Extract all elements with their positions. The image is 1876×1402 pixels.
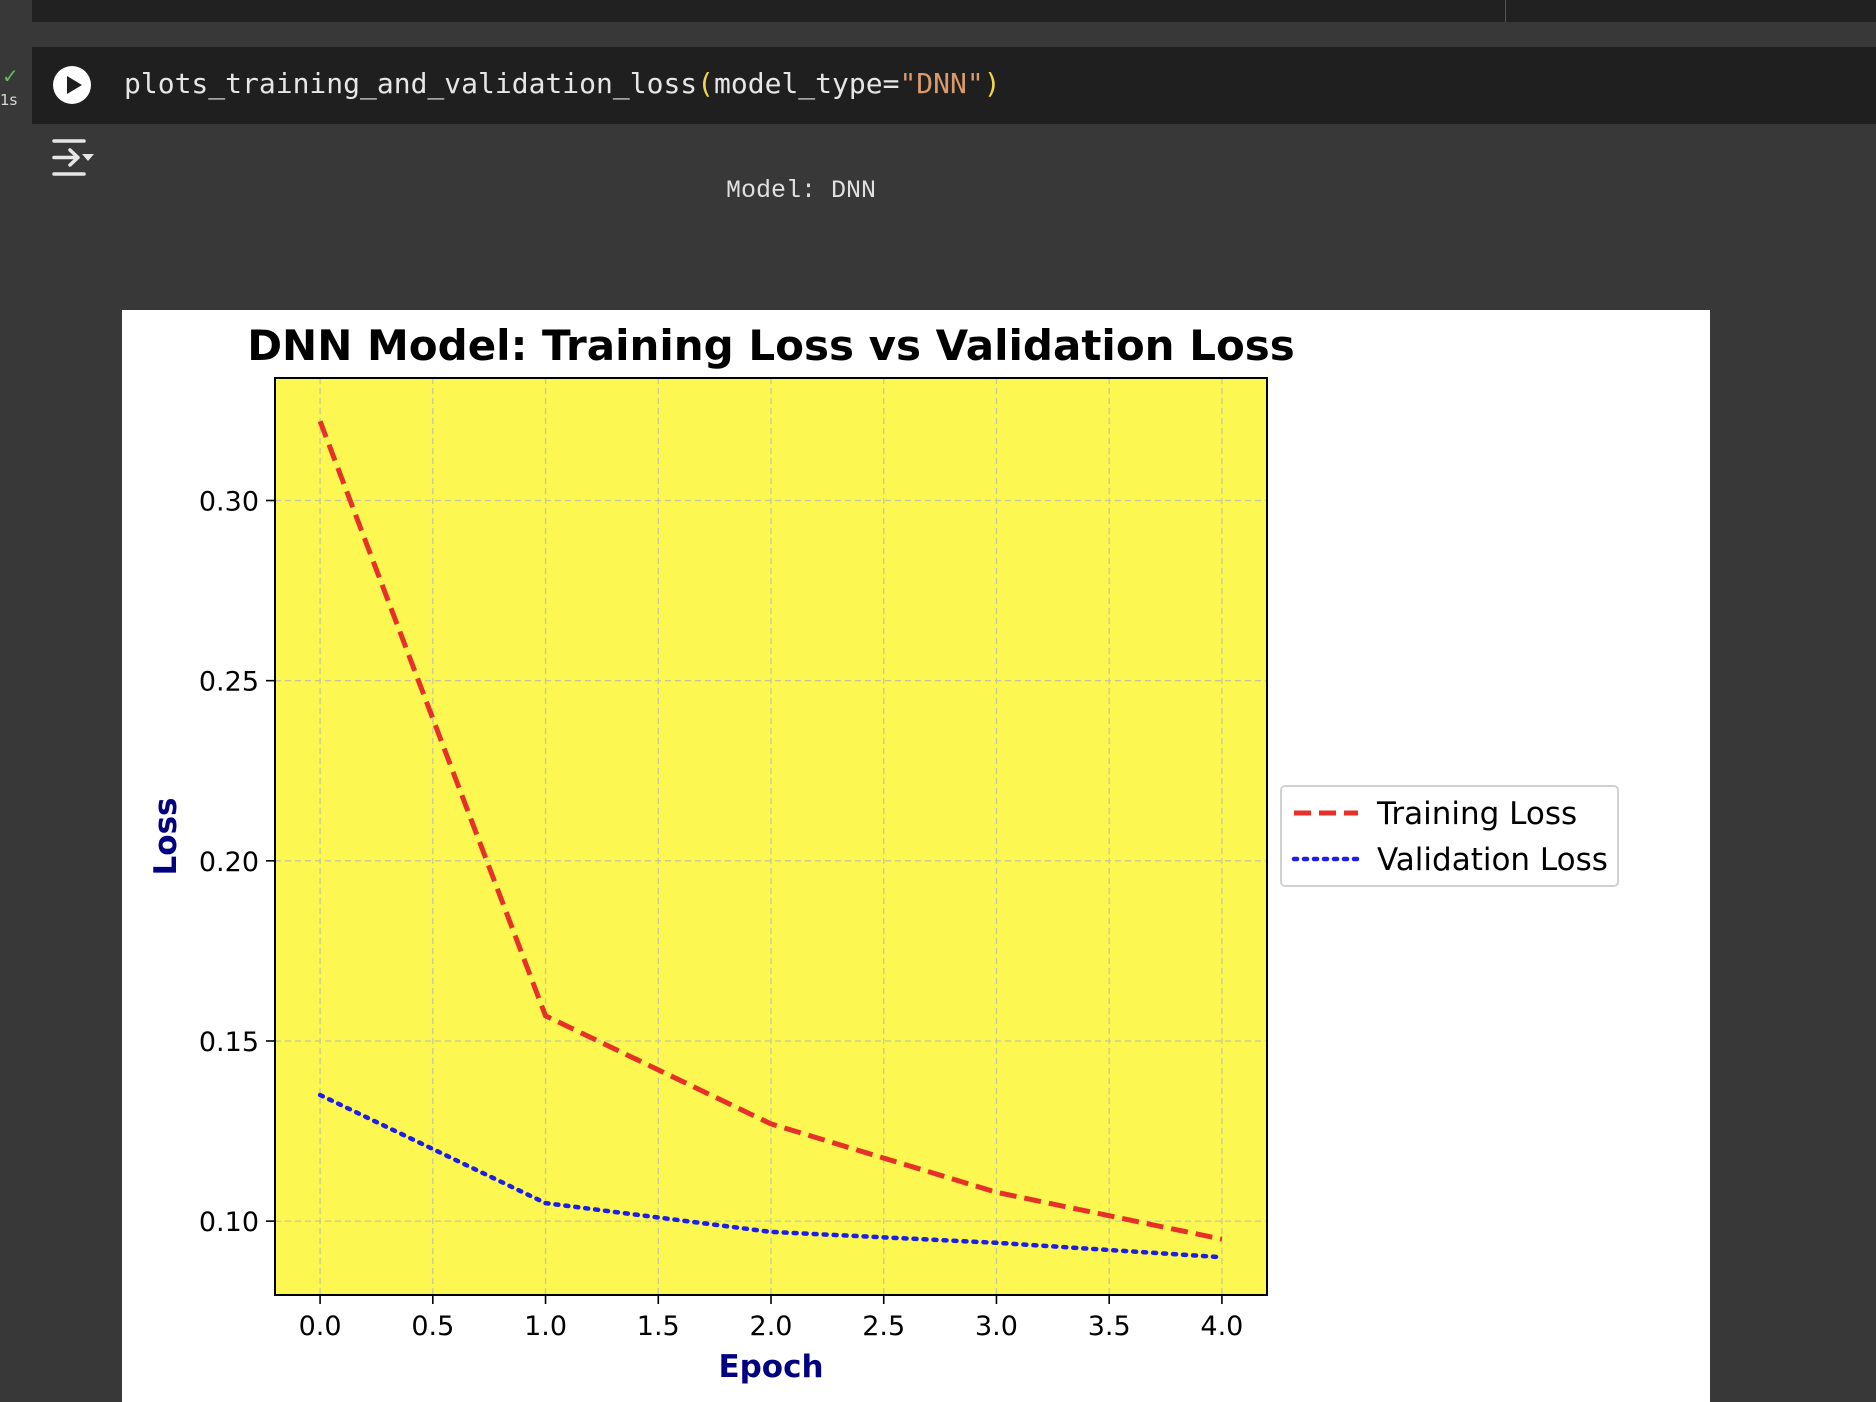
code-cell[interactable] bbox=[32, 47, 1876, 124]
y-tick-label: 0.10 bbox=[199, 1207, 259, 1238]
chart-title: DNN Model: Training Loss vs Validation L… bbox=[247, 321, 1295, 370]
strip-divider bbox=[1505, 0, 1506, 22]
loss-chart: 0.0 0.5 1.0 1.5 2.0 2.5 3.0 3.5 4.0 0.10 0.15 0.20 0… bbox=[148, 321, 1619, 1385]
x-axis-label: Epoch bbox=[718, 1349, 823, 1385]
output-collapse-icon bbox=[52, 139, 94, 176]
x-tick-label: 2.0 bbox=[750, 1311, 793, 1342]
series-line-1 bbox=[317, 1092, 1225, 1260]
execution-time: 1s bbox=[0, 91, 18, 109]
y-tick-label: 0.20 bbox=[199, 847, 259, 878]
code-string-arg: "DNN" bbox=[899, 67, 984, 100]
y-tick-label: 0.15 bbox=[199, 1027, 259, 1058]
legend-label-1: Validation Loss bbox=[1377, 842, 1608, 878]
code-open-paren: ( bbox=[697, 67, 715, 100]
chart-figure: 0.0 0.5 1.0 1.5 2.0 2.5 3.0 3.5 4.0 0.10 0.15 0.20 0… bbox=[122, 310, 1710, 1402]
stdout-text: Model: DNN bbox=[726, 176, 877, 205]
x-tick-label: 1.0 bbox=[524, 1311, 567, 1342]
y-tick-label: 0.30 bbox=[199, 487, 259, 518]
legend-label-0: Training Loss bbox=[1376, 796, 1577, 832]
x-tick-label: 0.0 bbox=[299, 1311, 342, 1342]
series-line-0 bbox=[317, 420, 1223, 1242]
x-tick-label: 0.5 bbox=[411, 1311, 454, 1342]
chart-legend: Training Loss Validation Loss bbox=[1280, 785, 1619, 887]
y-tick-label: 0.25 bbox=[199, 667, 259, 698]
code-close-paren: ) bbox=[983, 67, 1001, 100]
legend-box bbox=[1280, 785, 1619, 887]
x-tick-label: 4.0 bbox=[1200, 1311, 1243, 1342]
x-tick-label: 2.5 bbox=[862, 1311, 905, 1342]
previous-cell-strip bbox=[32, 0, 1876, 22]
x-tick-label: 3.5 bbox=[1088, 1311, 1131, 1342]
y-axis-label: Loss bbox=[148, 798, 184, 876]
code-kwarg: model_type= bbox=[714, 67, 900, 100]
checkmark-icon: ✓ bbox=[2, 64, 19, 88]
x-tick-label: 3.0 bbox=[975, 1311, 1018, 1342]
output-collapse-button[interactable] bbox=[51, 137, 95, 179]
run-cell-button[interactable] bbox=[53, 66, 91, 104]
code-function-name: plots_training_and_validation_loss bbox=[124, 67, 698, 100]
play-icon bbox=[67, 76, 82, 94]
plot-area bbox=[275, 378, 1267, 1295]
code-line[interactable]: plots_training_and_validation_loss(model… bbox=[124, 64, 1001, 104]
x-tick-label: 1.5 bbox=[637, 1311, 680, 1342]
